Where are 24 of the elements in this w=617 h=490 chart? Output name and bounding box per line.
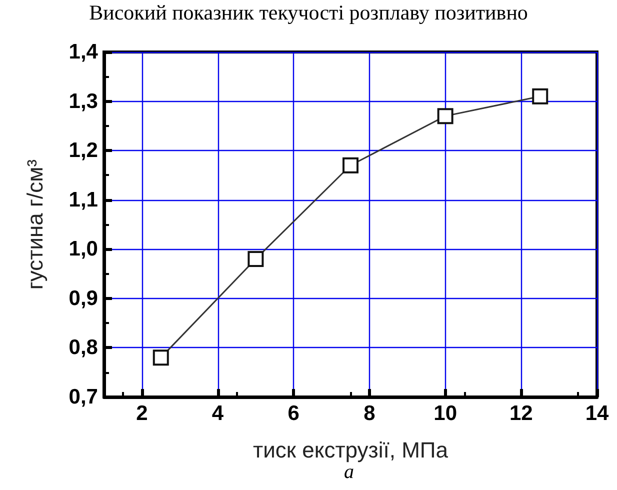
- point: [248, 251, 264, 267]
- y-tick-label: 1,4: [68, 40, 98, 64]
- y-tick-label: 0,8: [68, 336, 98, 360]
- y-tick-label: 1,3: [68, 90, 98, 113]
- x-tick-label: 14: [585, 402, 609, 425]
- y-tick-label: 0,9: [68, 286, 98, 310]
- y-axis-title: густина г/см³: [22, 159, 48, 290]
- y-tick-label: 1,2: [68, 139, 98, 162]
- point: [532, 88, 548, 104]
- y-tick-label: 1,0: [68, 238, 98, 261]
- point: [437, 108, 454, 124]
- point: [152, 350, 169, 366]
- x-axis-title: тиск екструзії, МПа: [253, 438, 449, 462]
- x-tick-label: 4: [212, 402, 224, 425]
- text: Високий показник текучості розплаву позитивно: [89, 0, 528, 24]
- x-tick-label: 8: [364, 402, 376, 425]
- y-tick-label: 0,7: [68, 386, 98, 408]
- text: а: [344, 461, 354, 483]
- x-tick-label: 10: [434, 402, 457, 425]
- y-tick-label: 1,1: [68, 188, 98, 212]
- x-tick-label: 12: [509, 402, 533, 425]
- x-tick-label: 6: [288, 402, 300, 425]
- point: [342, 157, 358, 174]
- x-tick-label: 2: [136, 402, 148, 425]
